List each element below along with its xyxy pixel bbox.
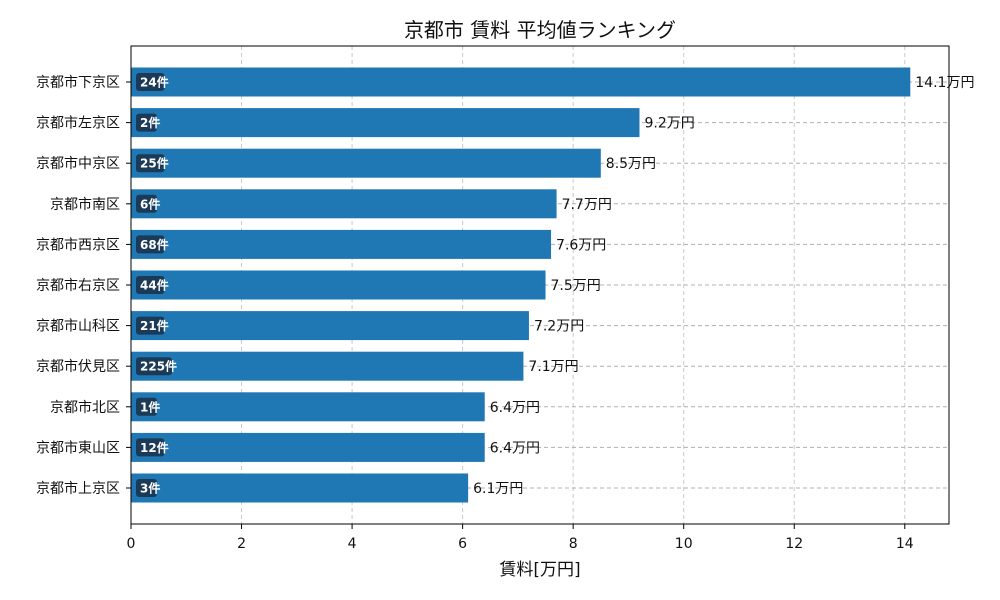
bar [131,432,485,462]
count-badge [136,357,172,376]
value-label: 7.1万円 [528,359,578,375]
value-label: 6.4万円 [490,440,540,456]
category-label: 京都市左京区 [36,115,120,132]
count-label: 6件 [140,196,160,211]
x-tick-label: 12 [785,536,803,552]
bars-layer: 14.1万円 24件 9.2万円 2件 8.5万円 25件 7.7万円 6件 7.6万円 68件 7… [131,67,974,503]
bar [131,108,640,138]
bar [131,67,911,97]
count-label: 2件 [140,115,160,130]
value-label: 7.2万円 [534,319,584,335]
value-label: 14.1万円 [915,75,974,91]
count-badge [136,73,165,91]
x-tick-label: 6 [458,536,467,552]
category-label: 京都市上京区 [36,480,120,497]
x-tick-label: 0 [127,536,136,552]
x-tick-label: 14 [896,536,914,552]
axes-layer: 0 2 4 6 8 10 12 14 京都市下京区京都市左京区京都市中京区京都市南区京都市西京区… [36,74,914,552]
category-label: 京都市山科区 [36,318,120,335]
count-badge [136,438,165,457]
x-tick-label: 4 [348,536,357,552]
bar [131,473,469,503]
bar [131,148,601,178]
x-axis-label: 賃料[万円] [499,560,580,580]
category-label: 京都市西京区 [36,236,120,253]
count-label: 21件 [140,318,169,333]
bar [131,351,524,381]
category-label: 京都市東山区 [36,439,120,456]
value-label: 7.7万円 [562,197,612,213]
value-label: 9.2万円 [644,116,694,132]
count-badge [136,113,157,132]
value-label: 7.6万円 [556,237,606,253]
count-label: 12件 [140,440,169,455]
count-label: 3件 [140,481,160,496]
bar [131,229,552,259]
x-tick-label: 2 [237,536,246,552]
count-badge [136,316,165,335]
count-badge [136,479,157,497]
count-label: 24件 [140,75,169,90]
count-badge [136,154,165,173]
count-badge [136,194,157,213]
category-label: 京都市伏見区 [36,358,120,375]
count-label: 225件 [140,359,177,374]
value-label: 6.1万円 [473,481,523,497]
bar [131,311,529,341]
chart-title: 京都市 賃料 平均値ランキング [404,18,676,42]
count-label: 25件 [140,156,169,171]
category-label: 京都市下京区 [36,74,120,91]
count-badge [136,235,165,254]
category-label: 京都市北区 [50,399,120,416]
value-label: 7.5万円 [551,278,601,294]
x-tick-label: 10 [675,536,693,552]
category-label: 京都市南区 [50,196,120,213]
category-label: 京都市右京区 [36,277,120,294]
category-label: 京都市中京区 [36,155,120,172]
bar [131,270,546,300]
value-label: 6.4万円 [490,400,540,416]
bar [131,189,557,219]
count-label: 68件 [140,237,169,252]
bar [131,392,485,422]
count-badge [136,276,165,294]
value-label: 8.5万円 [606,156,656,172]
count-label: 44件 [140,278,169,293]
x-tick-label: 8 [569,536,578,552]
count-badge [136,397,157,416]
count-label: 1件 [140,399,160,414]
